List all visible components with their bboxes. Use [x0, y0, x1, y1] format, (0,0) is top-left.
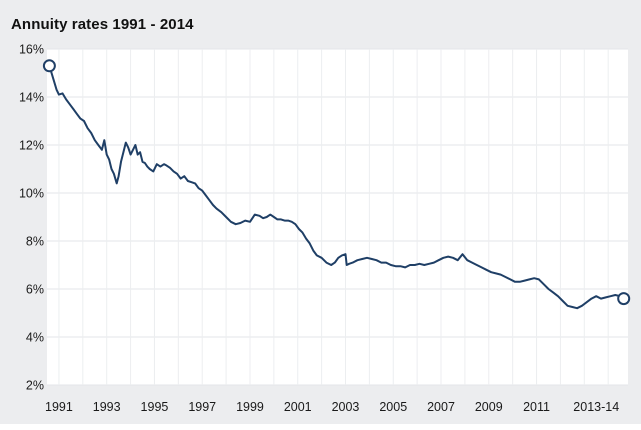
- y-tick-label: 12%: [19, 139, 44, 153]
- end-point-marker: [617, 292, 631, 306]
- y-tick-label: 14%: [19, 91, 44, 105]
- x-tick-label: 2007: [427, 400, 455, 414]
- y-tick-label: 6%: [26, 283, 44, 297]
- y-tick-label: 2%: [26, 379, 44, 393]
- x-tick-label: 2013-14: [573, 400, 619, 414]
- chart-title: Annuity rates 1991 - 2014: [11, 16, 194, 33]
- x-tick-label: 2009: [475, 400, 503, 414]
- x-tick-label: 2001: [284, 400, 312, 414]
- y-tick-label: 16%: [19, 43, 44, 57]
- x-tick-label: 1991: [45, 400, 73, 414]
- plot-area: [47, 49, 628, 385]
- y-tick-label: 8%: [26, 235, 44, 249]
- markers: [42, 59, 631, 306]
- x-tick-label: 1997: [188, 400, 216, 414]
- x-tick-label: 1999: [236, 400, 264, 414]
- x-tick-label: 1995: [141, 400, 169, 414]
- y-tick-label: 4%: [26, 331, 44, 345]
- grid: [47, 48, 628, 386]
- y-axis: 2% 4% 6% 8% 10% 12% 14% 16%: [19, 43, 44, 393]
- series: [48, 64, 625, 310]
- start-point-marker: [42, 59, 56, 73]
- x-tick-label: 2011: [523, 400, 550, 414]
- series-line: [48, 64, 625, 310]
- x-axis: 1991 1993 1995 1997 1999 2001 2003 2005 2007 2009…: [45, 400, 619, 414]
- x-tick-label: 1993: [93, 400, 121, 414]
- x-tick-label: 2003: [332, 400, 360, 414]
- y-tick-label: 10%: [19, 187, 44, 201]
- x-tick-label: 2005: [379, 400, 407, 414]
